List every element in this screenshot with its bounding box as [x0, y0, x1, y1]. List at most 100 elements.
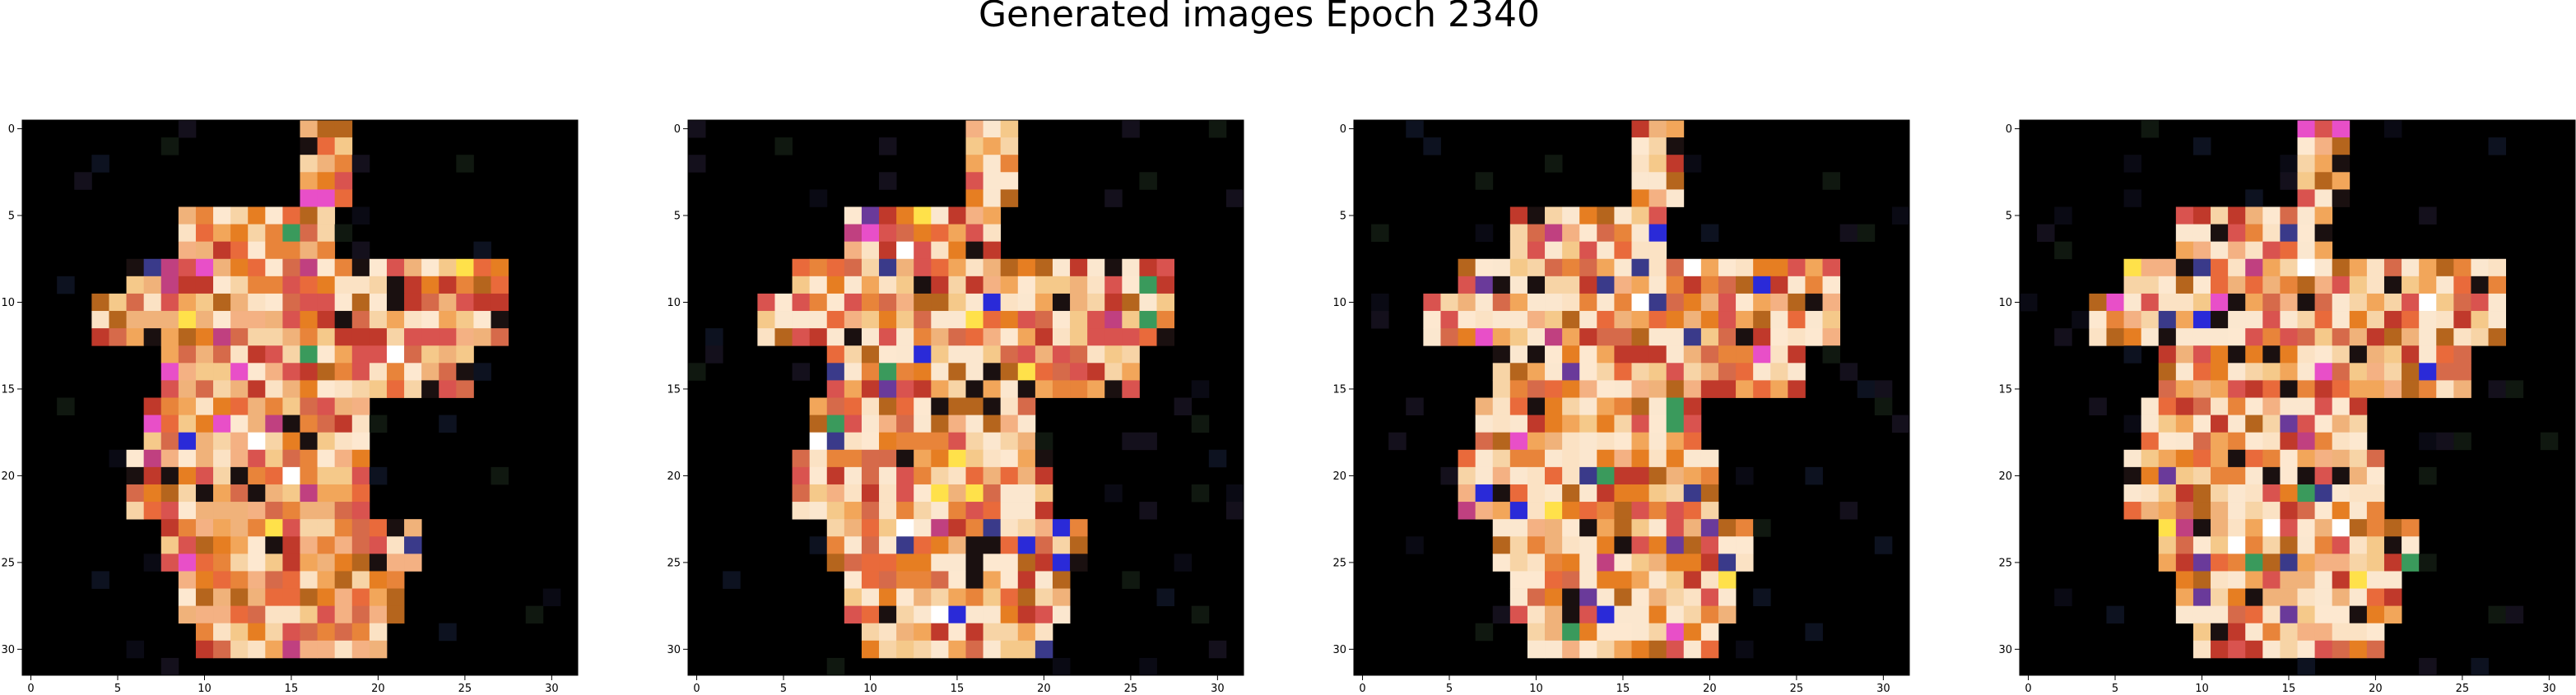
- image-pixel: [2158, 311, 2177, 329]
- image-pixel: [1648, 502, 1667, 520]
- image-pixel: [2245, 363, 2263, 381]
- image-pixel: [2297, 415, 2315, 433]
- image-pixel: [931, 311, 949, 329]
- image-pixel: [1509, 502, 1528, 520]
- image-pixel: [351, 588, 370, 607]
- image-pixel: [2314, 380, 2333, 398]
- image-pixel: [1839, 363, 1858, 381]
- image-pixel: [1122, 120, 1140, 138]
- image-pixel: [861, 415, 880, 433]
- image-pixel: [1087, 276, 1105, 294]
- image-pixel: [965, 345, 983, 364]
- image-pixel: [931, 241, 949, 260]
- image-pixel: [1017, 571, 1036, 589]
- image-pixel: [931, 363, 949, 381]
- image-pixel: [282, 293, 300, 312]
- y-tick-label: 30: [1, 644, 15, 656]
- image-pixel: [213, 605, 231, 624]
- image-pixel: [1683, 484, 1702, 503]
- image-pixel: [317, 137, 336, 155]
- image-pixel: [914, 415, 932, 433]
- image-pixel: [2332, 380, 2350, 398]
- image-pixel: [91, 328, 109, 346]
- image-pixel: [1509, 466, 1528, 485]
- image-pixel: [1631, 293, 1649, 312]
- image-pixel: [1527, 363, 1546, 381]
- image-pixel: [1614, 345, 1632, 364]
- image-pixel: [1614, 415, 1632, 433]
- image-pixel: [1614, 466, 1632, 485]
- image-pixel: [265, 502, 283, 520]
- image-pixel: [2123, 345, 2142, 364]
- image-pixel: [351, 397, 370, 415]
- image-pixel: [2158, 328, 2177, 346]
- image-pixel: [1423, 137, 1441, 155]
- image-pixel: [300, 605, 318, 624]
- image-pixel: [1545, 311, 1563, 329]
- image-pixel: [1718, 276, 1737, 294]
- image-pixel: [2349, 519, 2368, 537]
- image-pixel: [983, 571, 1002, 589]
- image-pixel: [2314, 536, 2333, 554]
- image-pixel: [1000, 571, 1019, 589]
- image-pixel: [896, 293, 914, 312]
- image-pixel: [178, 432, 197, 451]
- image-pixel: [1035, 276, 1053, 294]
- image-pixel: [1666, 449, 1685, 468]
- image-pixel: [983, 605, 1002, 624]
- image-pixel: [688, 120, 706, 138]
- image-pixel: [948, 519, 966, 537]
- image-pixel: [2211, 536, 2229, 554]
- image-pixel: [2089, 311, 2107, 329]
- image-pixel: [948, 449, 966, 468]
- image-pixel: [1562, 502, 1580, 520]
- image-pixel: [369, 466, 388, 485]
- image-pixel: [230, 605, 249, 624]
- image-pixel: [300, 155, 318, 173]
- image-pixel: [1509, 588, 1528, 607]
- image-pixel: [931, 258, 949, 277]
- image-pixel: [2488, 293, 2507, 312]
- image-pixel: [1458, 328, 1476, 346]
- image-pixel: [965, 484, 983, 503]
- image-pixel: [404, 363, 422, 381]
- image-pixel: [1597, 519, 1615, 537]
- image-pixel: [2228, 623, 2246, 642]
- image-pixel: [282, 363, 300, 381]
- image-pixel: [248, 571, 266, 589]
- image-pixel: [2383, 554, 2402, 572]
- image-pixel: [2141, 502, 2160, 520]
- image-pixel: [1509, 519, 1528, 537]
- image-pixel: [2228, 363, 2246, 381]
- image-pixel: [948, 623, 966, 642]
- image-pixel: [2366, 484, 2385, 503]
- image-pixel: [1139, 293, 1157, 312]
- image-pixel: [2349, 536, 2368, 554]
- image-pixel: [386, 276, 405, 294]
- image-pixel: [195, 397, 214, 415]
- image-pixel: [2141, 276, 2160, 294]
- image-pixel: [2245, 311, 2263, 329]
- image-pixel: [473, 311, 491, 329]
- image-pixel: [178, 519, 197, 537]
- image-pixel: [1857, 380, 1876, 398]
- image-pixel: [1492, 328, 1511, 346]
- image-pixel: [2211, 276, 2229, 294]
- image-pixel: [1683, 588, 1702, 607]
- image-pixel: [2453, 276, 2471, 294]
- image-pixel: [2228, 640, 2246, 659]
- image-pixel: [2089, 293, 2107, 312]
- image-pixel: [809, 397, 828, 415]
- image-pixel: [2280, 571, 2298, 589]
- image-pixel: [1614, 554, 1632, 572]
- image-pixel: [1017, 502, 1036, 520]
- image-pixel: [369, 640, 388, 659]
- image-pixel: [334, 640, 353, 659]
- image-pixel: [265, 345, 283, 364]
- image-pixel: [1545, 502, 1563, 520]
- image-pixel: [351, 380, 370, 398]
- image-pixel: [1139, 276, 1157, 294]
- image-pixel: [1597, 623, 1615, 642]
- image-pixel: [421, 328, 439, 346]
